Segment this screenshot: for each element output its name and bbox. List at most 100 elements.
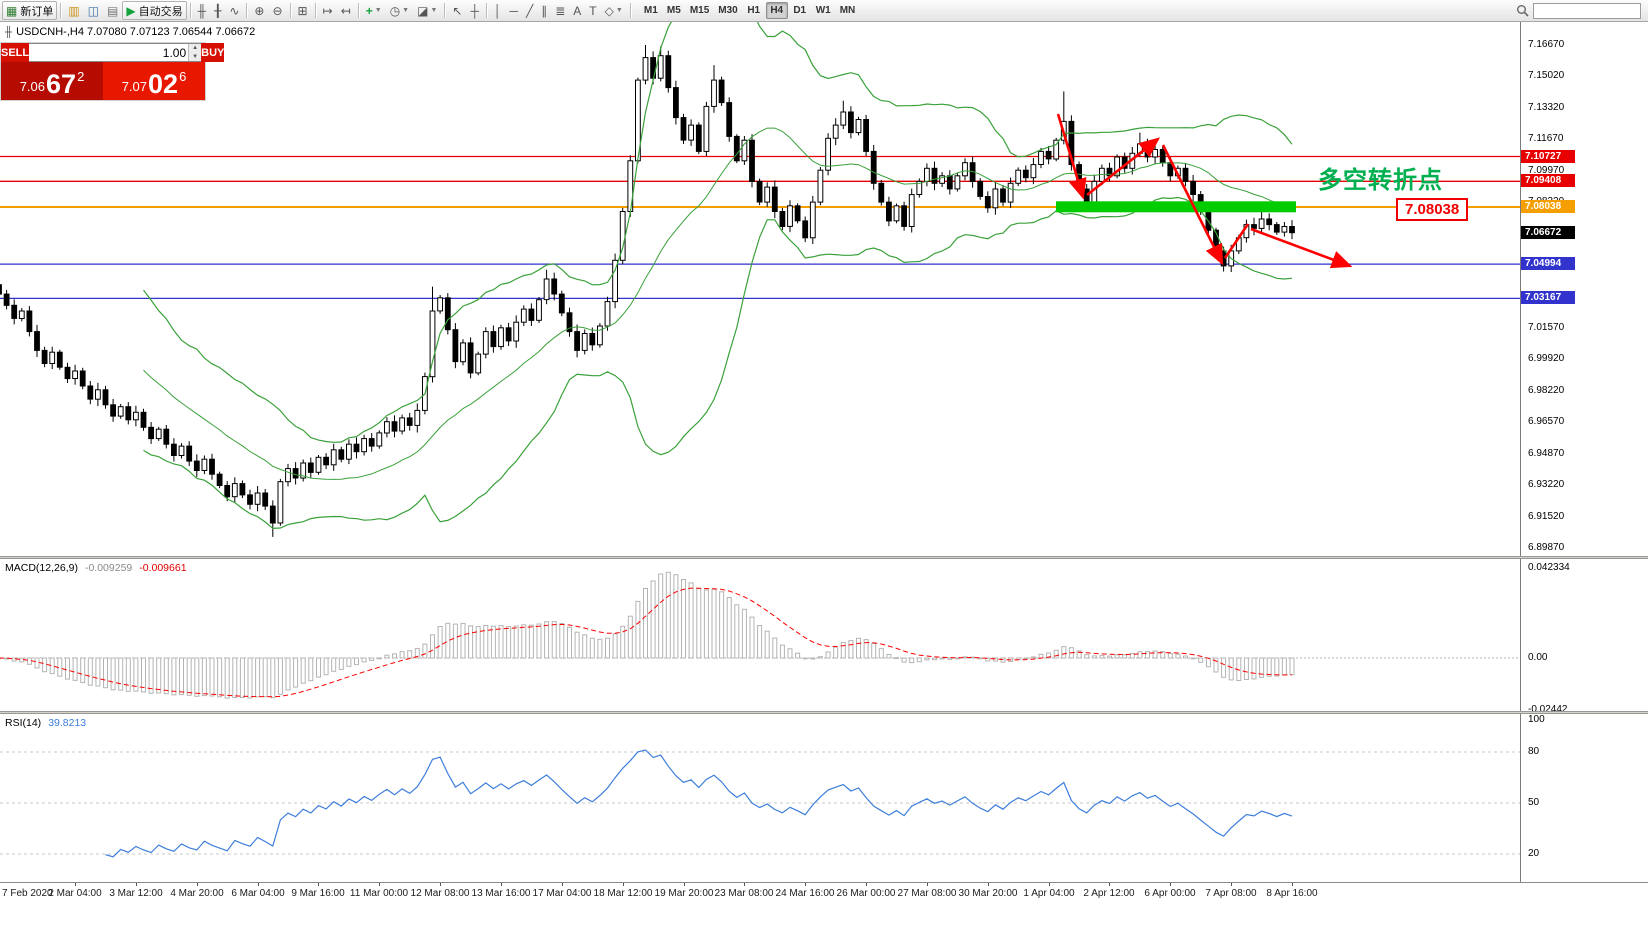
price-tick: 6.99920 [1528,353,1565,364]
panel-divider[interactable] [0,711,1648,714]
autotrading-button[interactable]: ▶ 自动交易 [122,1,187,20]
buy-price-big: 02 [148,69,179,99]
volume-spinner: ▲ ▼ [188,44,202,61]
time-label: 2 Mar 04:00 [48,888,102,899]
time-tick [318,883,319,886]
rsi-canvas[interactable] [0,714,1520,882]
volume-input[interactable] [29,44,189,61]
panel-divider[interactable] [0,556,1648,559]
crosshair-icon[interactable]: ┼ [466,1,483,20]
timeframe-h1[interactable]: H1 [747,5,761,16]
text-icon-glyph: A [573,3,582,18]
rsi-value: 39.8213 [48,717,87,729]
navigator-icon[interactable]: ▤ [103,1,122,20]
search-input[interactable] [1533,2,1641,19]
price-tick: 7.01570 [1528,322,1565,333]
sell-button[interactable]: SELL [1,43,30,62]
cursor-icon[interactable]: ↖ [448,1,466,20]
zoom-in-icon[interactable]: ⊕ [250,1,268,20]
periods-button[interactable]: ◷ ▼ [386,1,413,20]
text-icon[interactable]: A [569,1,585,20]
dropdown-arrow-icon: ▼ [615,7,623,14]
periods-glyph: ◷ [389,3,401,18]
buy-button[interactable]: BUY [201,43,225,62]
rsi-panel[interactable]: RSI(14) 39.8213 [0,714,1520,882]
templates-button[interactable]: ◪ ▼ [413,1,441,20]
time-label: 30 Mar 20:00 [958,888,1018,899]
indicators-button[interactable]: + ▼ [362,1,386,20]
timeframe-m1[interactable]: M1 [643,5,658,16]
buy-price-button[interactable]: 7.07 02 6 [103,62,205,100]
trend-arrow [1161,144,1224,266]
fibonacci-icon[interactable]: ≣ [551,1,569,20]
horizontal-line-icon[interactable]: ─ [505,1,522,20]
timeframe-w1[interactable]: W1 [815,5,831,16]
label-icon[interactable]: T [585,1,600,20]
timeframe-h4[interactable]: H4 [765,2,788,19]
time-axis[interactable]: 7 Feb 2020 2 Mar 04:00 3 Mar 12:00 4 Mar 20… [0,882,1648,904]
data-window-icon[interactable]: ◫ [84,1,103,20]
rsi-line [105,749,1293,858]
timeframe-mn[interactable]: MN [839,5,856,16]
bar-chart-icon[interactable]: ╫ [194,1,211,20]
time-tick [744,883,745,886]
buy-price-small: 7.07 [121,79,148,94]
cursor-icon-glyph: ↖ [452,3,463,18]
time-tick [379,883,380,886]
level-price-label: 7.08038 [1521,200,1575,213]
main-chart-canvas[interactable] [0,22,1520,556]
trendline-icon[interactable]: ╱ [522,1,537,20]
time-label: 7 Apr 08:00 [1205,888,1257,899]
auto-scroll-icon[interactable]: ↦ [319,1,337,20]
navigator-icon-glyph: ▤ [107,3,119,18]
rsi-scale-tick: 50 [1528,797,1540,808]
rsi-scale-tick: 100 [1528,714,1545,725]
timeframe-m5[interactable]: M5 [666,5,681,16]
timeframe-m30[interactable]: M30 [718,5,738,16]
indicators-glyph: + [365,3,373,18]
macd-indicator-label: MACD(12,26,9) -0.009259 -0.009661 [5,562,187,574]
new-order-glyph: ▦ [6,3,18,18]
timeframe-d1[interactable]: D1 [793,5,807,16]
trend-arrow [1223,223,1250,259]
candlestick-chart-icon[interactable]: ╂ [210,1,225,20]
volume-down-button[interactable]: ▼ [189,52,202,61]
time-label: 27 Mar 08:00 [897,888,957,899]
timeframe-m15[interactable]: M15 [689,5,710,16]
volume-up-button[interactable]: ▲ [189,44,202,53]
macd-scale-tick: -0.02442 [1528,704,1568,711]
trend-arrow [1250,227,1353,269]
trend-arrow [1086,137,1161,197]
new-order-button[interactable]: ▦ 新订单 [2,1,58,20]
main-chart[interactable]: ╫ USDCNH-,H4 7.07080 7.07123 7.06544 7.0… [0,22,1520,556]
zoom-out-icon[interactable]: ⊖ [268,1,286,20]
market-watch-icon[interactable]: ▥ [64,1,83,20]
time-tick [258,883,259,886]
time-tick [623,883,624,886]
bollinger-middle-band [143,127,1293,480]
trend-arrow [1056,113,1087,200]
bollinger-lower-band [143,196,1293,530]
time-label: 13 Mar 16:00 [471,888,531,899]
price-tick: 7.09970 [1528,165,1565,176]
buy-price-sup: 6 [179,69,187,84]
label-icon-glyph: T [589,3,597,18]
support-zone-rectangle [1056,201,1296,213]
level-price-label: 7.09408 [1521,174,1575,187]
vertical-line-icon[interactable]: │ [490,1,506,20]
shapes-button[interactable]: ◇ ▼ [601,1,627,20]
macd-canvas[interactable] [0,559,1520,711]
chart-shift-icon[interactable]: ↤ [337,1,355,20]
line-chart-icon[interactable]: ∿ [225,1,243,20]
tile-windows-icon[interactable]: ⊞ [294,1,312,20]
candles-layer [0,45,1295,537]
macd-histogram [0,571,1295,699]
time-tick [866,883,867,886]
time-label: 4 Mar 20:00 [170,888,224,899]
sell-price-button[interactable]: 7.06 67 2 [1,62,103,100]
crosshair-icon-glyph: ┼ [470,3,479,18]
channel-icon[interactable]: ∥ [537,1,551,20]
macd-panel[interactable]: MACD(12,26,9) -0.009259 -0.009661 [0,559,1520,711]
price-scale[interactable]: 7.166707.150207.133207.116707.099707.083… [1520,22,1648,556]
